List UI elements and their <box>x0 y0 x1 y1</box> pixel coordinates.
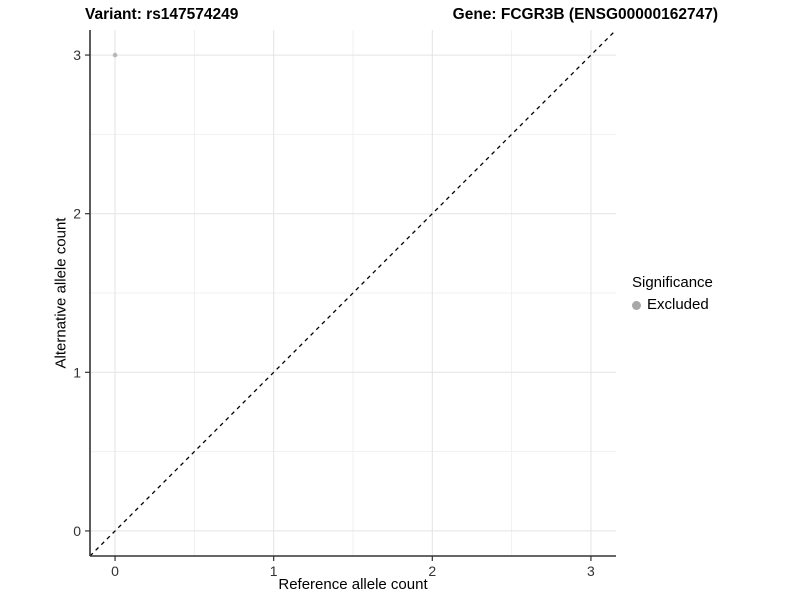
y-axis-title: Alternative allele count <box>52 217 70 369</box>
identity-dashed-line <box>89 29 617 557</box>
legend-item-excluded: Excluded <box>632 296 713 314</box>
legend-point-icon <box>632 300 641 310</box>
y-tick-label: 1 <box>73 364 81 380</box>
legend-title: Significance <box>632 274 713 291</box>
x-tick-label: 0 <box>111 563 119 579</box>
gene-title: Gene: FCGR3B (ENSG00000162747) <box>452 6 718 23</box>
y-tick-label: 0 <box>73 523 81 539</box>
data-point <box>112 52 118 58</box>
x-tick-label: 3 <box>587 563 595 579</box>
x-tick-label: 2 <box>428 563 436 579</box>
legend-item-label: Excluded <box>647 296 709 313</box>
variant-title: Variant: rs147574249 <box>85 6 239 23</box>
x-axis-title: Reference allele count <box>278 576 428 593</box>
plot-title-row: Variant: rs147574249 Gene: FCGR3B (ENSG0… <box>85 6 718 24</box>
y-tick-label: 3 <box>73 47 81 63</box>
x-tick-label: 1 <box>270 563 278 579</box>
y-tick-label: 2 <box>73 206 81 222</box>
legend: Significance Excluded <box>632 274 713 314</box>
